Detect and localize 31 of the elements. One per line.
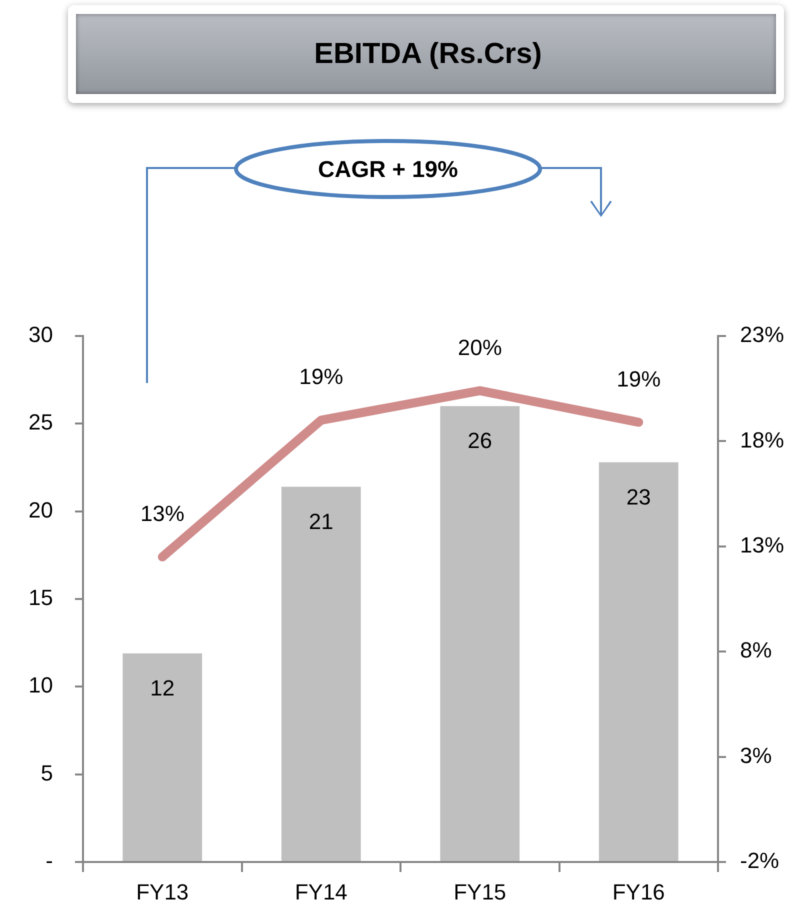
y-tick-label: 20 — [28, 497, 53, 522]
x-tick-label: FY16 — [612, 879, 665, 904]
y2-tick-label: 18% — [740, 427, 784, 452]
data-label: 23 — [626, 484, 651, 510]
bar — [122, 653, 202, 861]
y2-tick-label: 23% — [740, 322, 784, 348]
y-tick-label: 30 — [28, 322, 53, 348]
data-label: 13% — [140, 500, 184, 526]
text: CAGR + 19% — [318, 156, 458, 182]
data-label: 26 — [468, 428, 492, 454]
data-label: 19% — [299, 364, 344, 390]
y-tick-label: - — [46, 848, 53, 874]
data-label: 12 — [150, 675, 175, 700]
y-tick-label: 10 — [28, 672, 53, 698]
x-tick-label: FY15 — [454, 879, 506, 904]
x-tick-label: FY13 — [136, 879, 189, 904]
y2-tick-label: 3% — [740, 742, 772, 768]
data-label: 19% — [616, 366, 661, 392]
y2-tick-label: 8% — [740, 638, 772, 663]
data-label: 21 — [308, 508, 334, 534]
x-tick-label: FY14 — [294, 879, 348, 904]
y2-tick-label: -2% — [740, 848, 780, 874]
bar — [598, 462, 678, 861]
chart-title: EBITDA (Rs.Crs) — [314, 38, 542, 70]
data-label: 20% — [458, 334, 502, 360]
y-tick-label: 15 — [28, 585, 53, 610]
bar — [281, 486, 361, 861]
y-tick-label: 5 — [40, 760, 53, 786]
bar — [440, 406, 520, 861]
y-tick-label: 25 — [28, 410, 53, 435]
y2-tick-label: 13% — [740, 532, 784, 558]
